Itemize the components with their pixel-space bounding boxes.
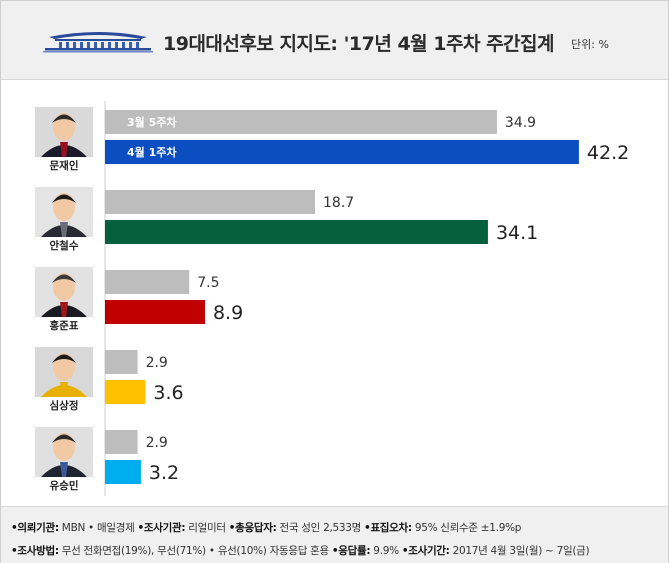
footer-label: •의뢰기관:	[11, 522, 59, 534]
data-label-current: 8.9	[213, 302, 243, 324]
data-label-current: 42.2	[587, 142, 629, 164]
data-label-prev: 7.5	[197, 275, 219, 291]
candidate-photo-tie	[60, 222, 68, 237]
survey-info-footer: •의뢰기관: MBN • 매일경제 •조사기관: 리얼미터 •총응답자: 전국 …	[1, 506, 668, 563]
data-label-current: 3.2	[149, 462, 179, 484]
candidate-photo-face	[53, 193, 75, 221]
footer-value: 무선 전화면접(19%), 무선(71%) • 유선(10%) 자동응답 혼용	[58, 545, 332, 557]
footer-value: 2017년 4월 3일(월) ~ 7일(금)	[449, 545, 590, 557]
candidate-photo-hair	[52, 354, 76, 363]
candidate-photo-hair	[52, 434, 76, 443]
candidate-photo-tie	[60, 462, 68, 477]
category-label: 홍준표	[50, 319, 79, 332]
category-label: 심상정	[50, 399, 79, 412]
data-label-current: 3.6	[153, 382, 183, 404]
legend-label-prev: 3월 5주차	[127, 115, 177, 129]
candidate-photo-hair	[52, 194, 76, 203]
footer-value: 전국 성인 2,533명	[276, 522, 365, 534]
candidate-photo-tie	[60, 302, 68, 317]
candidate-photo-hair	[52, 114, 76, 123]
data-label-prev: 18.7	[323, 195, 354, 211]
data-label-prev: 2.9	[146, 355, 168, 371]
candidate-photo-face	[53, 353, 75, 381]
bar-current-week	[105, 220, 488, 244]
chart-title: 19대대선후보 지지도: '17년 4월 1주차 주간집계	[163, 33, 555, 55]
footer-value: 리얼미터	[185, 522, 229, 534]
category-label: 안철수	[50, 239, 79, 252]
footer-value: 95% 신뢰수준 ±1.9%p	[411, 522, 522, 534]
bar-current-week	[105, 300, 205, 324]
bar-current-week	[105, 460, 141, 484]
bar-prev-week	[105, 430, 138, 454]
footer-label: •표집오차:	[364, 522, 412, 534]
footer-label: •조사기관:	[137, 522, 186, 534]
footer-value: MBN • 매일경제	[58, 522, 138, 534]
category-label: 문재인	[50, 159, 79, 172]
footer-label: •총응답자:	[228, 522, 277, 534]
footer-label: •응답률:	[331, 545, 371, 557]
bar-current-week	[105, 380, 146, 404]
footer-value: 9.9%	[370, 545, 402, 557]
data-label-prev: 34.9	[505, 115, 536, 131]
footer-label: •조사기간:	[401, 545, 450, 557]
bar-current-week	[105, 140, 579, 164]
candidate-photo-face	[53, 113, 75, 141]
category-label: 유승민	[50, 479, 79, 492]
bar-prev-week	[105, 110, 497, 134]
bar-prev-week	[105, 350, 138, 374]
data-label-current: 34.1	[496, 222, 538, 244]
candidate-photo-face	[53, 273, 75, 301]
blue-house-logo-icon	[43, 32, 153, 53]
candidate-photo-face	[53, 433, 75, 461]
legend-label-current: 4월 1주차	[127, 145, 177, 159]
candidate-photo-tie	[60, 142, 68, 157]
bar-prev-week	[105, 190, 316, 214]
footer-label: •조사방법:	[11, 545, 59, 557]
candidate-photo-hair	[52, 274, 76, 283]
survey-info-line-2: •조사방법: 무선 전화면접(19%), 무선(71%) • 유선(10%) 자…	[11, 543, 590, 558]
data-label-prev: 2.9	[146, 435, 168, 451]
chart-header: 19대대선후보 지지도: '17년 4월 1주차 주간집계 단위: %	[1, 1, 668, 80]
bar-prev-week	[105, 270, 190, 294]
unit-label: 단위: %	[571, 38, 609, 51]
candidate-photo-tie	[60, 382, 68, 397]
survey-info-line-1: •의뢰기관: MBN • 매일경제 •조사기관: 리얼미터 •총응답자: 전국 …	[11, 520, 521, 535]
